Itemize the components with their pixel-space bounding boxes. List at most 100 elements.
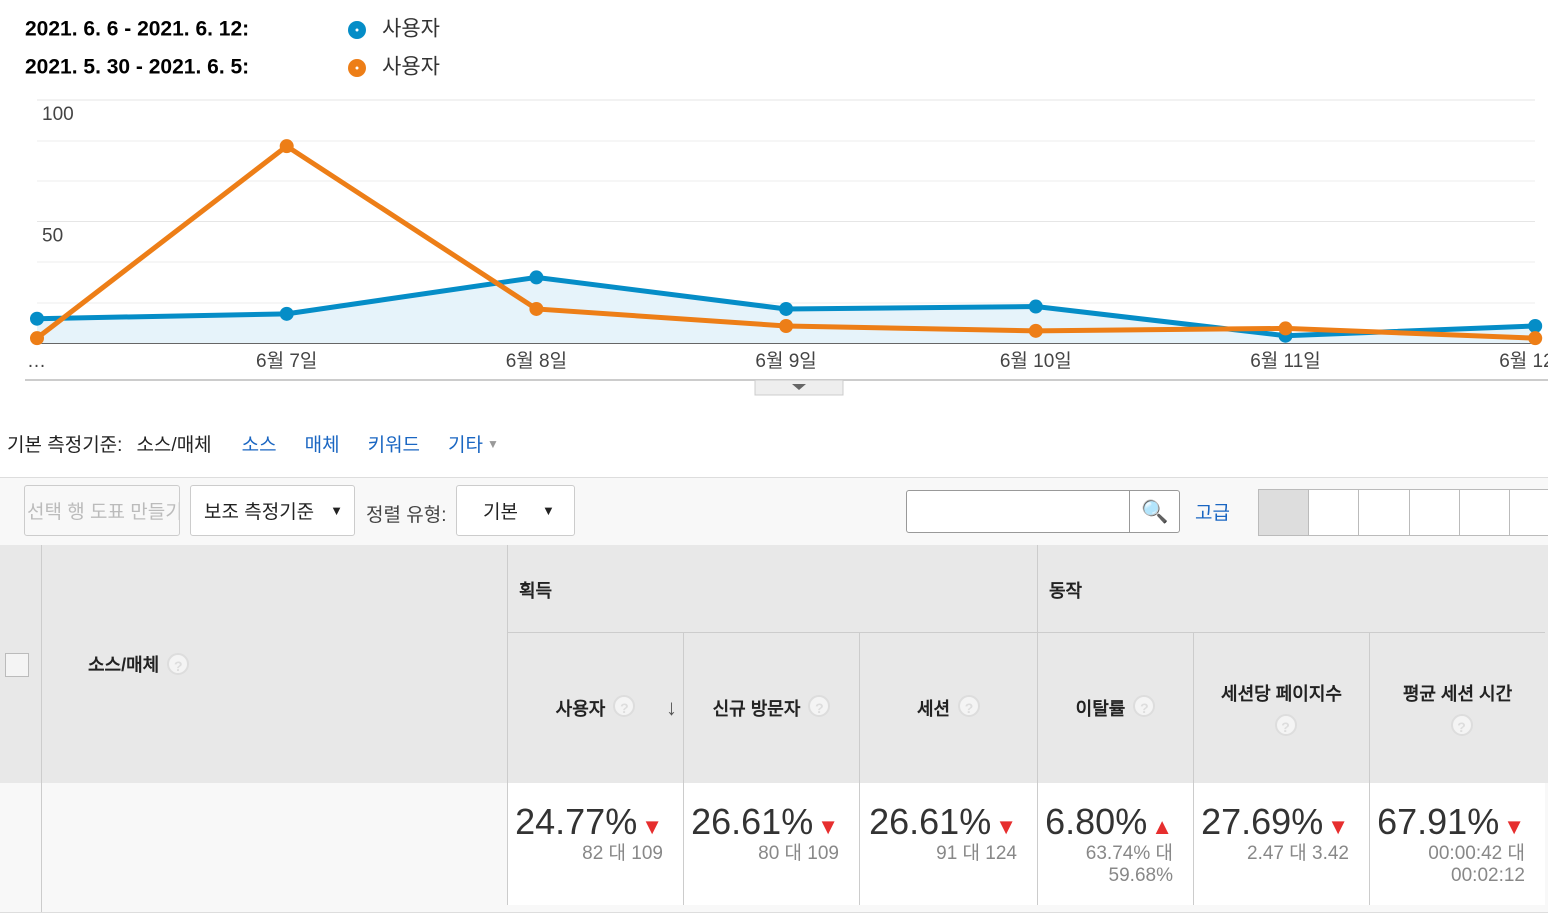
data-point bbox=[529, 301, 544, 316]
x-tick-label: … bbox=[27, 351, 46, 372]
sort-select[interactable]: 기본 ▼ bbox=[456, 485, 575, 536]
data-point bbox=[279, 139, 294, 154]
help-icon: ? bbox=[808, 695, 831, 717]
group-header: 동작 bbox=[1037, 545, 1545, 633]
legend-period: 2021. 5. 30 - 2021. 6. 5: bbox=[25, 56, 249, 79]
data-point bbox=[1528, 331, 1543, 346]
dimension-bar: 기본 측정기준: 소스/매체 소스 매체 키워드 기타 ▼ bbox=[0, 430, 499, 457]
legend-label: 사용자 bbox=[382, 18, 440, 41]
summary-value-line: 26.61% ▼ bbox=[684, 801, 839, 843]
advanced-link[interactable]: 고급 bbox=[1195, 503, 1230, 524]
summary-compare: 91 대 124 bbox=[936, 843, 1017, 864]
column-header[interactable]: 이탈률? bbox=[1037, 633, 1193, 783]
view-switcher[interactable] bbox=[1258, 489, 1548, 536]
legend-dot-center bbox=[355, 28, 359, 32]
dimension-option[interactable]: 기타 bbox=[448, 435, 484, 456]
summary-value: 26.61% bbox=[691, 801, 814, 842]
trend-arrow: ▼ bbox=[817, 814, 839, 839]
summary-value: 6.80% bbox=[1045, 801, 1148, 842]
help-icon: ? bbox=[958, 695, 981, 717]
handle-arrow bbox=[792, 384, 806, 390]
y-tick-label: 100 bbox=[42, 104, 74, 125]
column-name: 세션 bbox=[916, 699, 951, 719]
column-name: 사용자 bbox=[555, 699, 606, 719]
data-point bbox=[1278, 321, 1293, 336]
data-point bbox=[1028, 323, 1043, 338]
x-tick-label: 6월 9일 bbox=[755, 350, 816, 372]
secondary-label: 보조 측정기준 bbox=[204, 502, 315, 523]
chart: 50 100 … 6월 7일 6월 8일 6월 9일 6월 10일 6월 11일 6월 12일 2… bbox=[25, 18, 1548, 396]
toolbar: 선택 행 도표 만들기 보조 측정기준 ▼ 정렬 유형: 기본 ▼ 🔍 고급 bbox=[0, 477, 1548, 547]
summary-compare: 2.47 대 3.42 bbox=[1247, 843, 1349, 864]
data-point bbox=[279, 306, 294, 321]
help-icon: ? bbox=[613, 695, 636, 717]
data-point bbox=[529, 270, 544, 285]
data-point bbox=[1528, 318, 1543, 333]
summary-cell: 67.91% ▼ 00:00:42 대 00:02:12 bbox=[1369, 783, 1545, 905]
summary-value-line: 26.61% ▼ bbox=[860, 801, 1017, 843]
x-tick-label: 6월 10일 bbox=[1000, 350, 1072, 372]
summary-value: 67.91% bbox=[1377, 801, 1500, 842]
column-header[interactable]: 신규 방문자? bbox=[683, 633, 859, 783]
trend-arrow: ▼ bbox=[995, 814, 1017, 839]
summary-value: 26.61% bbox=[869, 801, 992, 842]
summary-compare: 80 대 109 bbox=[758, 843, 839, 864]
help-icon: ? bbox=[1133, 695, 1156, 717]
data-point bbox=[779, 301, 794, 316]
summary-value: 24.77% bbox=[515, 801, 638, 842]
dimension-option[interactable]: 소스 bbox=[241, 435, 277, 456]
legend-period: 2021. 6. 6 - 2021. 6. 12: bbox=[25, 18, 249, 41]
help-icon: ? bbox=[1450, 714, 1473, 736]
dimension-selected: 소스/매체 bbox=[136, 435, 212, 456]
column-header[interactable]: 평균 세션 시간? bbox=[1369, 633, 1545, 783]
data-point bbox=[30, 331, 44, 346]
column-name: 평균 세션 시간 bbox=[1402, 684, 1513, 704]
dimension-label: 기본 측정기준: bbox=[7, 435, 123, 456]
column-name: 세션당 페이지수 bbox=[1221, 684, 1342, 704]
summary-compare: 82 대 109 bbox=[582, 843, 663, 864]
summary-cell: 24.77% ▼ 82 대 109 bbox=[507, 783, 683, 905]
help-icon: ? bbox=[1274, 714, 1297, 736]
trend-arrow: ▼ bbox=[1503, 814, 1525, 839]
summary-cell: 27.69% ▼ 2.47 대 3.42 bbox=[1193, 783, 1369, 905]
column-header[interactable]: 사용자? ↓ bbox=[507, 633, 683, 783]
summary-value-line: 27.69% ▼ bbox=[1194, 801, 1349, 843]
dimension-option[interactable]: 키워드 bbox=[367, 435, 421, 456]
column-header[interactable]: 세션당 페이지수? bbox=[1193, 633, 1369, 783]
x-tick-label: 6월 7일 bbox=[256, 350, 317, 372]
summary-cell: 6.80% ▲ 63.74% 대 59.68% bbox=[1037, 783, 1193, 905]
column-name: 이탈률 bbox=[1075, 699, 1126, 719]
trend-arrow: ▼ bbox=[641, 814, 663, 839]
table-header: 소스/매체? bbox=[0, 545, 1548, 783]
dimension-name: 소스/매체 bbox=[88, 655, 160, 675]
summary-cell: 26.61% ▼ 91 대 124 bbox=[859, 783, 1037, 905]
legend-label: 사용자 bbox=[382, 56, 440, 79]
trend-arrow: ▲ bbox=[1151, 814, 1173, 839]
summary-value-line: 67.91% ▼ bbox=[1370, 801, 1525, 843]
trend-arrow: ▼ bbox=[1327, 814, 1349, 839]
dimension-header: 소스/매체? bbox=[88, 651, 190, 677]
y-tick-label: 50 bbox=[42, 226, 63, 247]
summary-value: 27.69% bbox=[1201, 801, 1324, 842]
summary-compare: 63.74% 대 59.68% bbox=[1085, 843, 1173, 886]
data-point bbox=[1028, 299, 1043, 314]
group-header: 획득 bbox=[507, 545, 1037, 633]
legend-dot-center bbox=[355, 66, 359, 70]
sort-value: 기본 bbox=[483, 502, 518, 523]
summary-cell: 26.61% ▼ 80 대 109 bbox=[683, 783, 859, 905]
column-header[interactable]: 세션? bbox=[859, 633, 1037, 783]
search-box[interactable]: 🔍 bbox=[906, 490, 1180, 533]
sort-arrow: ↓ bbox=[666, 695, 677, 720]
data-point bbox=[779, 318, 794, 333]
summary-value-line: 24.77% ▼ bbox=[508, 801, 663, 843]
chart-rows-button[interactable]: 선택 행 도표 만들기 bbox=[24, 485, 180, 536]
x-tick-label: 6월 11일 bbox=[1250, 350, 1321, 372]
dimension-option[interactable]: 매체 bbox=[304, 435, 340, 456]
column-name: 신규 방문자 bbox=[712, 699, 801, 719]
summary-compare: 00:00:42 대 00:02:12 bbox=[1428, 843, 1525, 886]
sort-label: 정렬 유형: bbox=[366, 505, 447, 526]
select-all-checkbox[interactable] bbox=[5, 653, 29, 677]
x-tick-label: 6월 8일 bbox=[506, 350, 567, 372]
secondary-dimension[interactable]: 보조 측정기준 ▼ bbox=[190, 485, 355, 536]
